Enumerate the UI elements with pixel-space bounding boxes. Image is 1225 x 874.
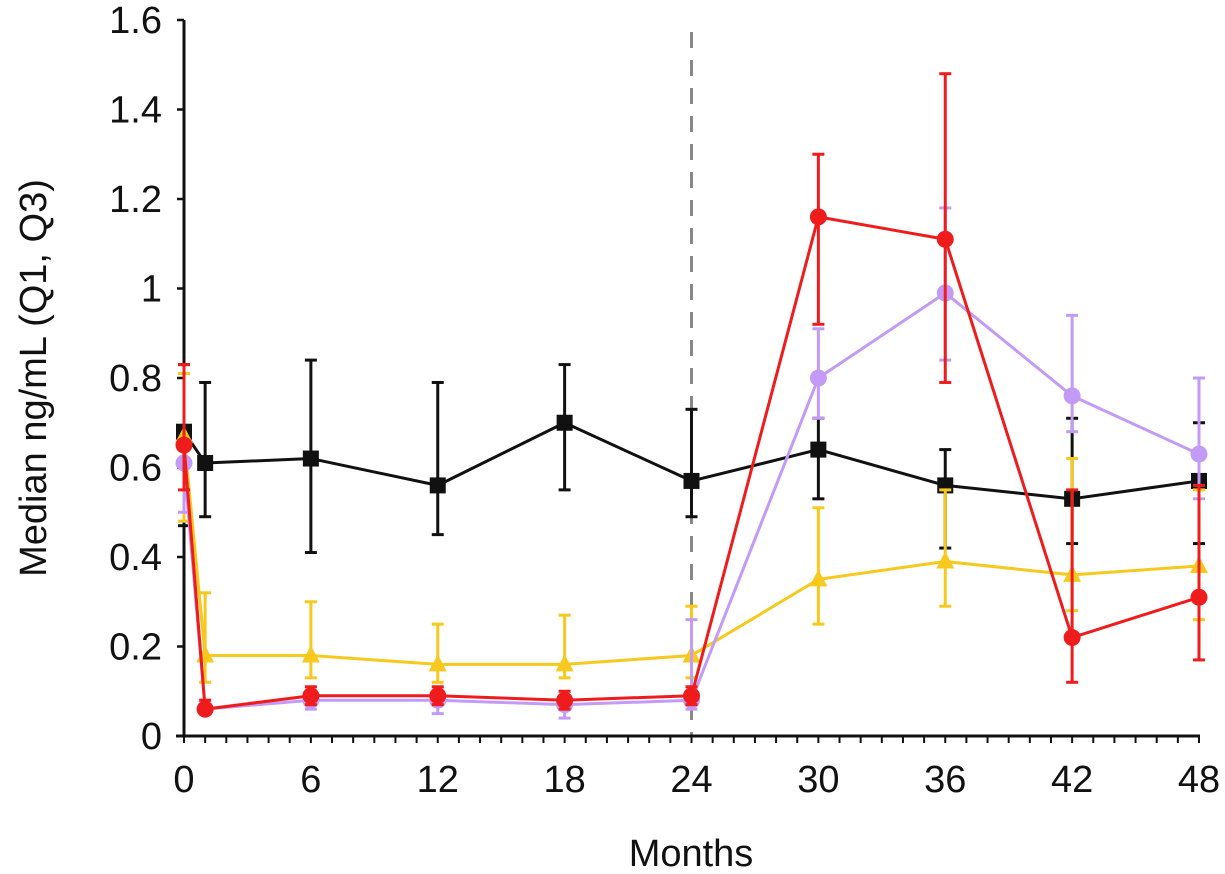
data-point-triangle — [809, 569, 828, 587]
series-line — [182, 421, 1200, 501]
y-tick-label: 0 — [141, 716, 162, 758]
data-point-square — [683, 472, 700, 489]
data-point-circle — [429, 687, 447, 705]
y-tick-label: 0.6 — [109, 448, 162, 490]
data-point-circle — [175, 436, 193, 454]
y-tick-label: 0.4 — [109, 537, 162, 579]
data-point-square — [302, 450, 319, 467]
y-tick-label: 1 — [141, 269, 162, 311]
x-tick-label: 6 — [300, 759, 321, 801]
data-point-circle — [809, 208, 827, 226]
y-tick-label: 1.4 — [109, 90, 162, 132]
x-tick-label: 18 — [543, 759, 585, 801]
series-line — [182, 291, 1200, 711]
data-point-circle — [556, 691, 574, 709]
y-axis-title: Median ng/mL (Q1, Q3) — [13, 179, 55, 577]
y-tick-label: 0.8 — [109, 358, 162, 400]
x-axis-title: Months — [629, 833, 754, 874]
x-tick-label: 42 — [1051, 759, 1093, 801]
series-red-circles — [175, 72, 1208, 718]
data-point-circle — [196, 700, 214, 718]
data-point-triangle — [555, 654, 574, 672]
x-tick-label: 12 — [417, 759, 459, 801]
data-point-circle — [1190, 445, 1208, 463]
axes — [176, 18, 1200, 743]
x-tick-label: 30 — [797, 759, 839, 801]
data-point-circle — [683, 687, 700, 705]
data-point-square — [810, 441, 827, 458]
data-point-triangle — [936, 551, 955, 569]
y-tick-label: 0.2 — [109, 627, 162, 669]
y-tick-label: 1.2 — [109, 179, 162, 221]
data-point-square — [429, 477, 446, 494]
x-tick-label: 24 — [670, 759, 712, 801]
tick-labels: 0 0.2 0.4 0.6 0.8 1 1.2 1.4 1.6 0 6 12 18 24 30 36 42 48 — [109, 0, 1220, 801]
data-point-square — [556, 414, 573, 431]
y-tick-label: 1.6 — [109, 0, 162, 42]
data-point-circle — [936, 230, 954, 248]
data-point-triangle — [301, 645, 320, 663]
data-point-triangle — [428, 654, 447, 672]
x-tick-label: 36 — [924, 759, 966, 801]
data-point-circle — [1063, 629, 1081, 647]
data-point-circle — [1190, 588, 1208, 606]
series-line — [182, 436, 1200, 666]
data-point-circle — [809, 369, 827, 387]
data-point-circle — [302, 687, 320, 705]
series-line — [182, 215, 1200, 711]
x-tick-label: 48 — [1178, 759, 1220, 801]
data-point-circle — [1063, 387, 1081, 405]
x-tick-label: 0 — [173, 759, 194, 801]
data-point-square — [197, 455, 214, 472]
series-layer — [175, 72, 1208, 720]
